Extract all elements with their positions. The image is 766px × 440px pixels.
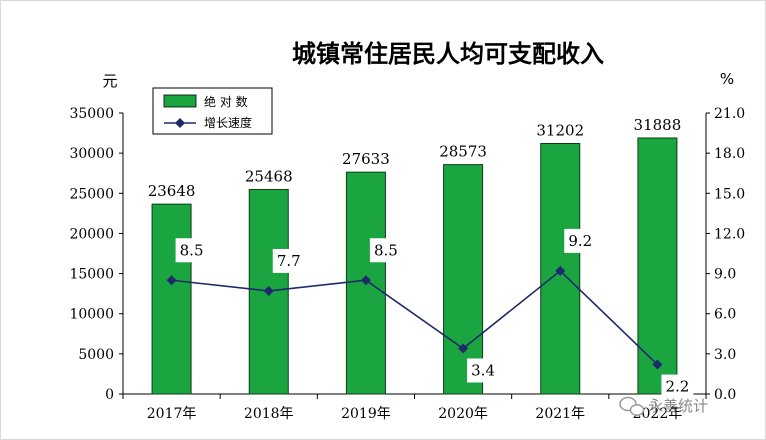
income-value-label: 31202 (536, 121, 584, 139)
growth-value-label: 8.5 (180, 241, 204, 259)
left-axis-unit: 元 (102, 72, 117, 90)
growth-point-marker (166, 275, 177, 286)
income-bar (637, 137, 678, 395)
wechat-icon (619, 396, 645, 416)
x-category-label: 2021年 (535, 406, 585, 422)
data-labels: 23648 25468 27633 28573 31202 31888 8.5 7.7 8.5 3… (148, 116, 694, 399)
left-tick-label: 0 (105, 387, 114, 403)
income-bar (443, 164, 484, 395)
income-value-label: 27633 (342, 150, 390, 168)
income-value-label: 23648 (148, 182, 196, 200)
growth-point-marker (263, 285, 274, 296)
growth-line (166, 265, 663, 370)
x-category-label: 2022年 (633, 406, 683, 422)
growth-label-box (175, 238, 208, 263)
growth-point-marker (652, 359, 663, 370)
growth-label-box (564, 228, 597, 253)
growth-point-marker (360, 275, 371, 286)
left-tick-label: 5000 (78, 347, 114, 363)
right-tick-label: 21.0 (714, 106, 745, 122)
right-tick-label: 0.0 (714, 387, 736, 403)
growth-point-marker (458, 343, 469, 354)
growth-value-label: 7.7 (277, 252, 301, 270)
right-tick-label: 3.0 (714, 347, 736, 363)
legend-line-label: 增长速度 (204, 115, 252, 130)
watermark: 永善统计 (619, 396, 708, 416)
income-value-label: 25468 (245, 168, 293, 186)
x-category-label: 2018年 (244, 406, 294, 422)
left-tick-label: 20000 (69, 226, 114, 242)
right-axis-unit: % (720, 70, 734, 88)
right-tick-label: 15.0 (714, 186, 745, 202)
legend: 绝 对 数 增长速度 (152, 87, 273, 135)
growth-value-label: 3.4 (471, 362, 495, 380)
growth-value-label: 2.2 (665, 378, 689, 396)
watermark-text: 永善统计 (648, 397, 708, 415)
growth-value-label: 8.5 (374, 241, 398, 259)
growth-label-box (272, 248, 305, 273)
left-tick-label: 35000 (69, 106, 114, 122)
growth-label-box (467, 358, 500, 383)
income-value-label: 28573 (439, 143, 487, 161)
growth-line-path (171, 269, 658, 366)
chart-title: 城镇常住居民人均可支配收入 (292, 40, 604, 68)
growth-label-box (369, 238, 402, 263)
growth-value-label: 9.2 (568, 232, 592, 250)
right-tick-label: 12.0 (714, 226, 745, 242)
income-value-label: 31888 (634, 116, 682, 134)
x-category-label: 2017年 (147, 406, 197, 422)
right-tick-label: 18.0 (714, 146, 745, 162)
left-tick-label: 30000 (69, 146, 114, 162)
growth-label-box (661, 374, 694, 399)
x-category-label: 2019年 (341, 406, 391, 422)
right-tick-label: 6.0 (714, 307, 736, 323)
axes: 0 0.0 5000 3.0 10000 6.0 15000 9.0 20000 12.0 2500… (69, 106, 745, 422)
left-tick-label: 15000 (69, 267, 114, 283)
legend-box (152, 87, 273, 135)
left-tick-label: 25000 (69, 186, 114, 202)
right-tick-label: 9.0 (714, 267, 736, 283)
income-bar (151, 203, 192, 395)
x-category-label: 2020年 (438, 406, 488, 422)
legend-bar-swatch (163, 94, 197, 108)
bars (151, 137, 678, 395)
growth-point-marker (555, 265, 566, 276)
legend-bar-label: 绝 对 数 (204, 94, 248, 109)
legend-line-marker (175, 118, 185, 128)
left-tick-label: 10000 (69, 307, 114, 323)
